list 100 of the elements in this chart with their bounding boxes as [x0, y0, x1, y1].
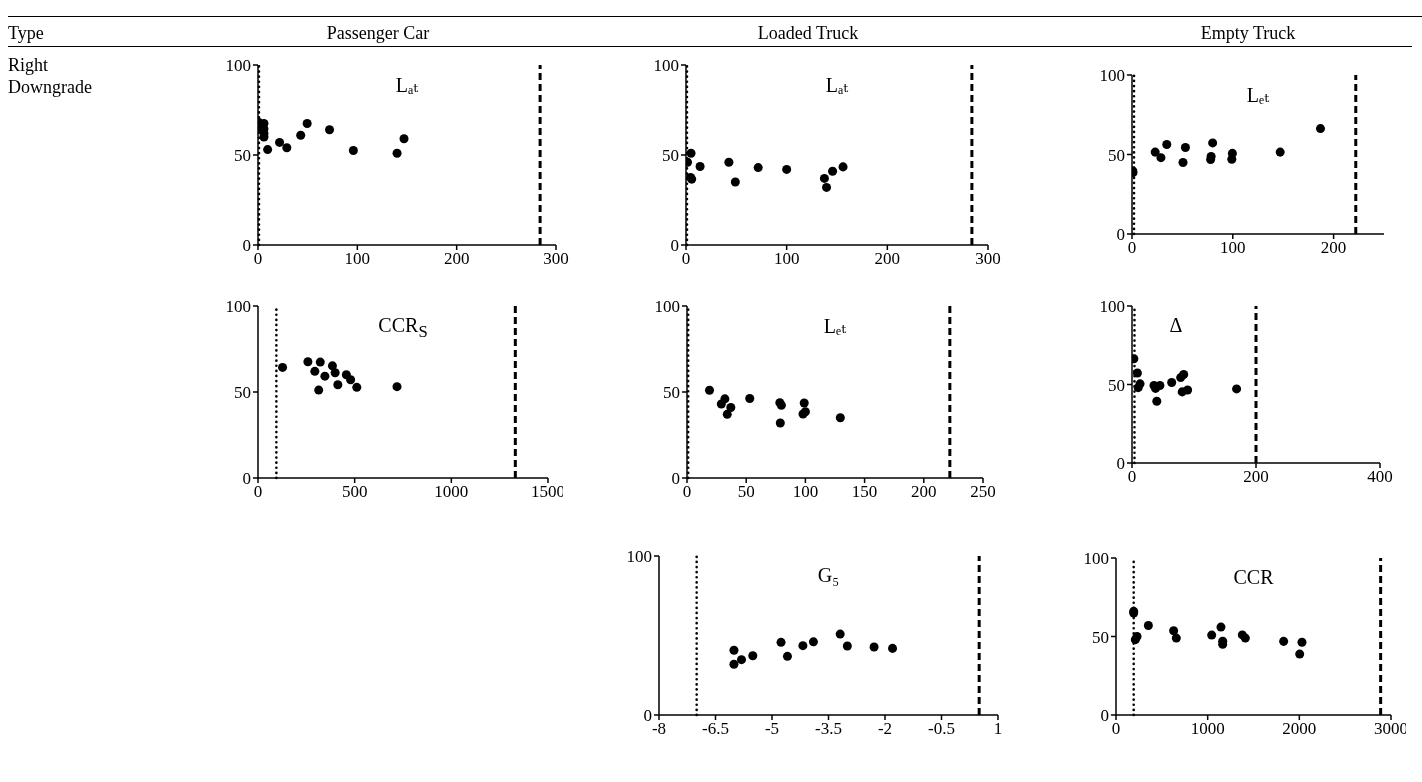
- point: [1315, 124, 1326, 134]
- y-tick-label: 50: [663, 383, 680, 403]
- y-tick-label: 50: [234, 383, 251, 403]
- chart-title: Lₐₜ: [394, 73, 420, 97]
- point: [730, 177, 740, 187]
- point: [888, 643, 898, 653]
- y-tick-label: 50: [1092, 627, 1109, 647]
- point: [1295, 649, 1305, 659]
- point: [1152, 396, 1162, 406]
- x-tick-label: 200: [1243, 467, 1269, 487]
- point: [704, 385, 715, 395]
- x-tick-label: 250: [970, 482, 996, 502]
- y-tick-label: 100: [1099, 297, 1125, 317]
- point: [314, 385, 324, 395]
- text: Loaded Truck: [756, 22, 860, 44]
- x-tick-label: 50: [737, 482, 755, 502]
- x-tick-label: 1: [993, 719, 1003, 739]
- point: [333, 380, 343, 390]
- point: [1169, 626, 1179, 636]
- point: [282, 143, 292, 153]
- point: [745, 394, 755, 404]
- point: [1232, 384, 1242, 394]
- x-tick-label: 1000: [434, 482, 469, 502]
- point: [315, 357, 325, 367]
- point: [869, 642, 879, 652]
- point: [736, 655, 746, 665]
- x-tick-label: 200: [911, 482, 937, 502]
- point: [296, 130, 306, 140]
- chart-title: Lₐₜ: [824, 73, 850, 97]
- point: [828, 166, 838, 176]
- y-tick-label: 100: [225, 297, 251, 317]
- point: [330, 368, 340, 378]
- point: [303, 357, 313, 367]
- point: [302, 118, 312, 129]
- point: [278, 362, 288, 372]
- point: [1180, 143, 1190, 153]
- point: [835, 413, 845, 423]
- point: [352, 382, 362, 392]
- point: [263, 145, 273, 155]
- y-tick-label: 50: [1108, 375, 1125, 395]
- point: [399, 134, 409, 144]
- y-tick-label: 50: [662, 146, 679, 166]
- x-tick-label: -8: [651, 719, 667, 739]
- point: [722, 409, 732, 419]
- point: [1150, 147, 1160, 157]
- point: [1178, 157, 1188, 167]
- point: [729, 645, 739, 655]
- x-tick-label: 150: [851, 482, 878, 502]
- point: [695, 162, 705, 172]
- y-tick-label: 100: [225, 56, 251, 76]
- chart-title: CCR: [1232, 566, 1275, 589]
- point: [1183, 385, 1193, 395]
- y-tick-label: 100: [1083, 549, 1109, 569]
- point: [819, 173, 829, 183]
- point: [1275, 147, 1285, 157]
- y-tick-label: 0: [1116, 225, 1125, 245]
- x-tick-label: 100: [773, 249, 800, 269]
- point: [729, 659, 739, 669]
- chart-title: G₅: [816, 564, 841, 587]
- point: [808, 637, 818, 647]
- point: [726, 402, 736, 412]
- x-tick-label: 300: [975, 249, 1001, 269]
- point: [310, 366, 320, 376]
- x-tick-label: 200: [874, 249, 901, 269]
- point: [798, 641, 808, 651]
- y-tick-label: 100: [1099, 66, 1125, 86]
- y-tick-label: 50: [234, 146, 251, 166]
- chart-title: Lₑₜ: [822, 314, 848, 338]
- x-tick-label: 300: [543, 249, 569, 269]
- y-tick-label: 0: [1100, 706, 1109, 726]
- point: [724, 157, 734, 167]
- point: [392, 148, 402, 158]
- y-tick-label: 100: [654, 297, 680, 317]
- point: [1207, 630, 1217, 640]
- point: [838, 162, 848, 172]
- point: [842, 641, 852, 651]
- text: Passenger Car: [325, 22, 431, 44]
- point: [822, 182, 832, 192]
- x-tick-label: 1000: [1190, 719, 1225, 739]
- point: [346, 375, 356, 385]
- x-tick-label: 2000: [1282, 719, 1317, 739]
- point: [753, 163, 763, 173]
- point: [392, 382, 402, 392]
- y-tick-label: 0: [1116, 454, 1125, 474]
- y-tick-label: 100: [653, 56, 679, 76]
- point: [782, 164, 792, 174]
- y-tick-label: 50: [1108, 145, 1125, 165]
- point: [320, 371, 330, 381]
- chart-title: Lₑₜ: [1245, 83, 1271, 107]
- point: [776, 637, 786, 647]
- point: [1167, 377, 1177, 387]
- point: [1171, 633, 1181, 643]
- chart-title: Δ: [1169, 314, 1183, 336]
- point: [1135, 379, 1145, 389]
- point: [748, 651, 758, 661]
- point: [1227, 148, 1237, 158]
- x-tick-label: -0.5: [928, 719, 955, 739]
- point: [1216, 622, 1226, 632]
- point: [1132, 631, 1142, 642]
- text: CCR$_{S}$: [377, 314, 429, 342]
